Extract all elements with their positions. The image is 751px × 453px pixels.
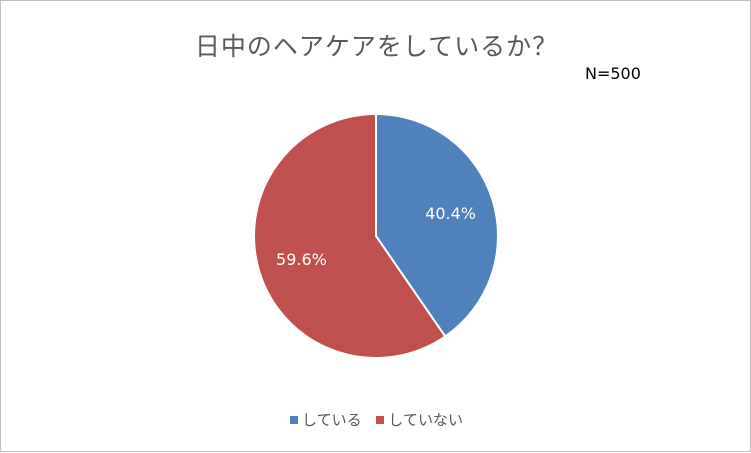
legend-label-shiteinai: していない	[388, 411, 463, 429]
pie-data-labels: 40.4% 59.6%	[276, 204, 476, 269]
legend-item-shiteiru: している	[290, 409, 362, 430]
chart-title: 日中のヘアケアをしているか？	[194, 32, 559, 61]
legend: している していない	[1, 409, 751, 430]
pie-slices	[253, 112, 499, 359]
pie-slice-shiteiru	[375, 112, 499, 338]
sample-size-note: N=500	[585, 64, 641, 83]
legend-item-shiteinai: していない	[376, 409, 463, 430]
data-label-shiteiru: 40.4%	[425, 204, 476, 223]
data-label-shiteinai: 59.6%	[276, 250, 327, 269]
legend-label-shiteiru: している	[302, 411, 362, 429]
pie-slice-shiteinai	[253, 112, 447, 359]
legend-swatch-shiteinai	[376, 415, 385, 424]
legend-swatch-shiteiru	[290, 415, 299, 424]
